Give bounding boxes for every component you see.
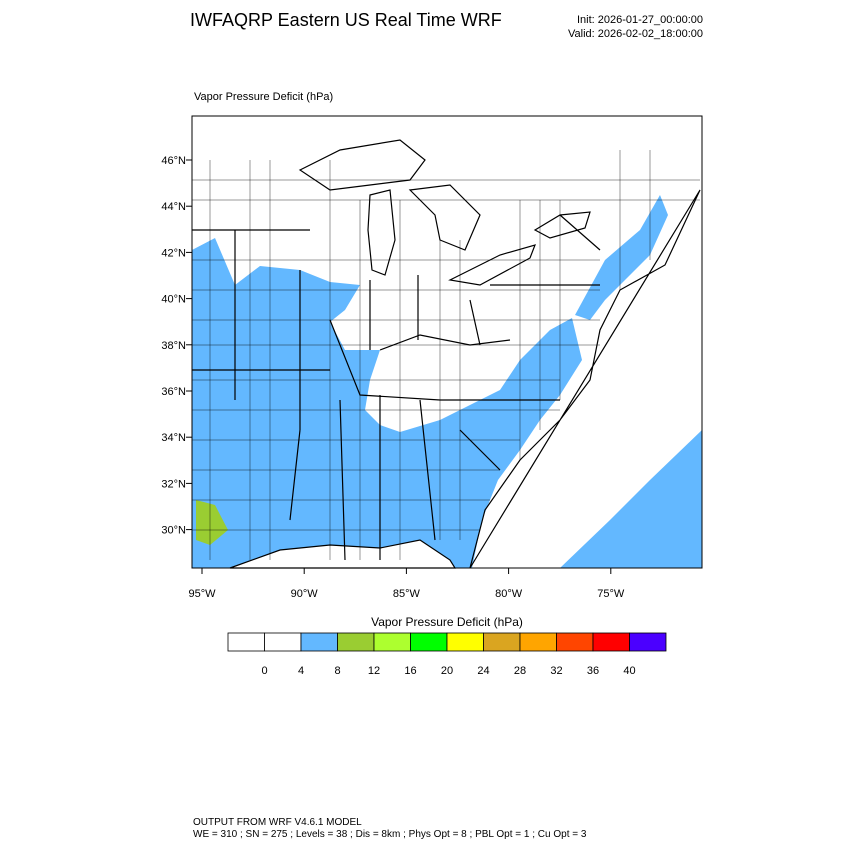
lake-ontario (533, 211, 591, 239)
map-title: Vapor Pressure Deficit (hPa) (194, 91, 333, 103)
generated: 46°N 44°N 42°N 40°N 38°N 36°N 34°N 32°N 30°N 95°W… (161, 155, 667, 677)
colorbar-box (592, 632, 630, 652)
map-frame (191, 115, 703, 569)
lat-label: 32°N (161, 478, 186, 490)
atlantic-water (469, 189, 701, 569)
colorbar-tick-label: 36 (587, 665, 599, 677)
colorbar-box (483, 632, 521, 652)
lat-label: 44°N (161, 201, 186, 213)
vpd-shading-green (196, 500, 228, 545)
colorbar-tick-label: 4 (298, 665, 304, 677)
lon-label: 85°W (393, 588, 421, 600)
colorbar-tick-label: 16 (404, 665, 416, 677)
colorbar-box (373, 632, 411, 652)
colorbar-tick-label: 40 (623, 665, 635, 677)
colorbar-tick-label: 20 (441, 665, 453, 677)
state-borders (192, 214, 601, 561)
lat-label: 36°N (161, 386, 186, 398)
colorbar-tick-label: 32 (550, 665, 562, 677)
colorbar-tick-label: 24 (477, 665, 489, 677)
lon-label: 75°W (597, 588, 625, 600)
colorbar-tick-label: 12 (368, 665, 380, 677)
colorbar-box (629, 632, 667, 652)
footer-line: OUTPUT FROM WRF V4.6.1 MODEL (193, 817, 362, 828)
vpd-shading-east (575, 195, 668, 320)
valid-time: Valid: 2026-02-02_18:00:00 (568, 28, 703, 40)
title: IWFAQRP Eastern US Real Time WRF (190, 10, 502, 30)
lake-superior (298, 139, 426, 191)
lat-label: 40°N (161, 294, 186, 306)
lat-label: 42°N (161, 247, 186, 259)
county-lines (192, 150, 700, 560)
colorbar-box (519, 632, 557, 652)
colorbar-box (410, 632, 448, 652)
lake-erie (448, 244, 536, 286)
lat-label: 30°N (161, 525, 186, 537)
colorbar-box (264, 632, 302, 652)
colorbar-title: Vapor Pressure Deficit (hPa) (371, 615, 523, 629)
colorbar-tick-label: 28 (514, 665, 526, 677)
lon-label: 80°W (495, 588, 523, 600)
footer-line: WE = 310 ; SN = 275 ; Levels = 38 ; Dis … (193, 829, 587, 840)
lat-label: 38°N (161, 340, 186, 352)
lake-michigan (367, 189, 396, 276)
lat-label: 46°N (161, 155, 186, 167)
lake-huron (408, 184, 481, 251)
colorbar-box (446, 632, 484, 652)
vpd-shading-ocean (560, 430, 702, 568)
colorbar-box (227, 632, 265, 652)
colorbar-tick-label: 8 (334, 665, 340, 677)
lon-label: 95°W (188, 588, 216, 600)
lat-label: 34°N (161, 432, 186, 444)
colorbar-box (300, 632, 338, 652)
lon-label: 90°W (291, 588, 319, 600)
colorbar-box (556, 632, 594, 652)
colorbar-box (337, 632, 375, 652)
init-time: Init: 2026-01-27_00:00:00 (577, 14, 703, 26)
colorbar-tick-label: 0 (261, 665, 267, 677)
map (191, 115, 703, 569)
vpd-shading (192, 238, 582, 568)
